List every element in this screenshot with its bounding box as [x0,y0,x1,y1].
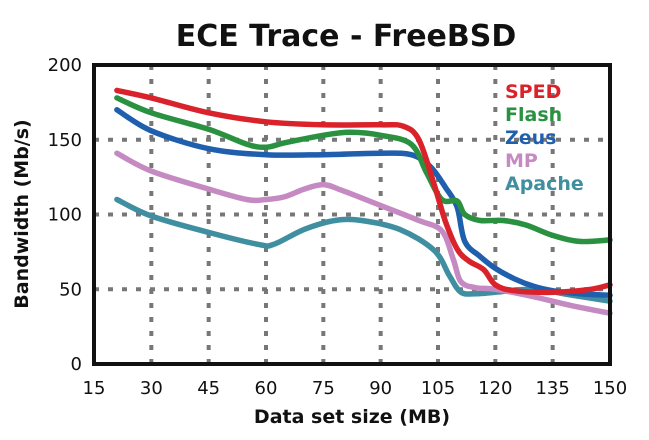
x-tick-label: 15 [83,378,106,399]
y-tick-label: 100 [48,205,82,226]
series-line-zeus [114,107,613,298]
legend-entry-zeus: Zeus [505,127,557,149]
y-tick-labels: 0 50 100 150 200 [48,55,82,375]
legend-entry-flash: Flash [505,104,562,126]
x-tick-label: 45 [197,378,220,399]
x-tick-label: 120 [478,378,512,399]
series-layer [114,87,613,316]
x-tick-label: 30 [140,378,163,399]
x-tick-labels: 15 30 45 60 75 90 105 120 135 150 [83,378,628,399]
y-tick-label: 150 [48,130,82,151]
x-tick-label: 135 [535,378,569,399]
y-tick-label: 50 [59,279,82,300]
y-axis-label: Bandwidth (Mb/s) [11,119,33,308]
x-tick-label: 105 [421,378,455,399]
y-tick-label: 0 [71,354,82,375]
x-tick-label: 150 [593,378,627,399]
series-line-flash [114,95,613,245]
legend-entry-mp: MP [505,150,538,172]
x-tick-label: 60 [255,378,278,399]
y-tick-label: 200 [48,55,82,76]
x-tick-label: 75 [312,378,335,399]
x-tick-label: 90 [369,378,392,399]
x-axis-label: Data set size (MB) [254,406,450,428]
legend-entry-sped: SPED [505,81,561,103]
series-line-mp [114,150,613,316]
plot-frame [92,63,612,366]
chart-title: ECE Trace - FreeBSD [176,19,517,54]
legend-entry-apache: Apache [505,173,584,195]
series-line-sped [114,87,613,296]
